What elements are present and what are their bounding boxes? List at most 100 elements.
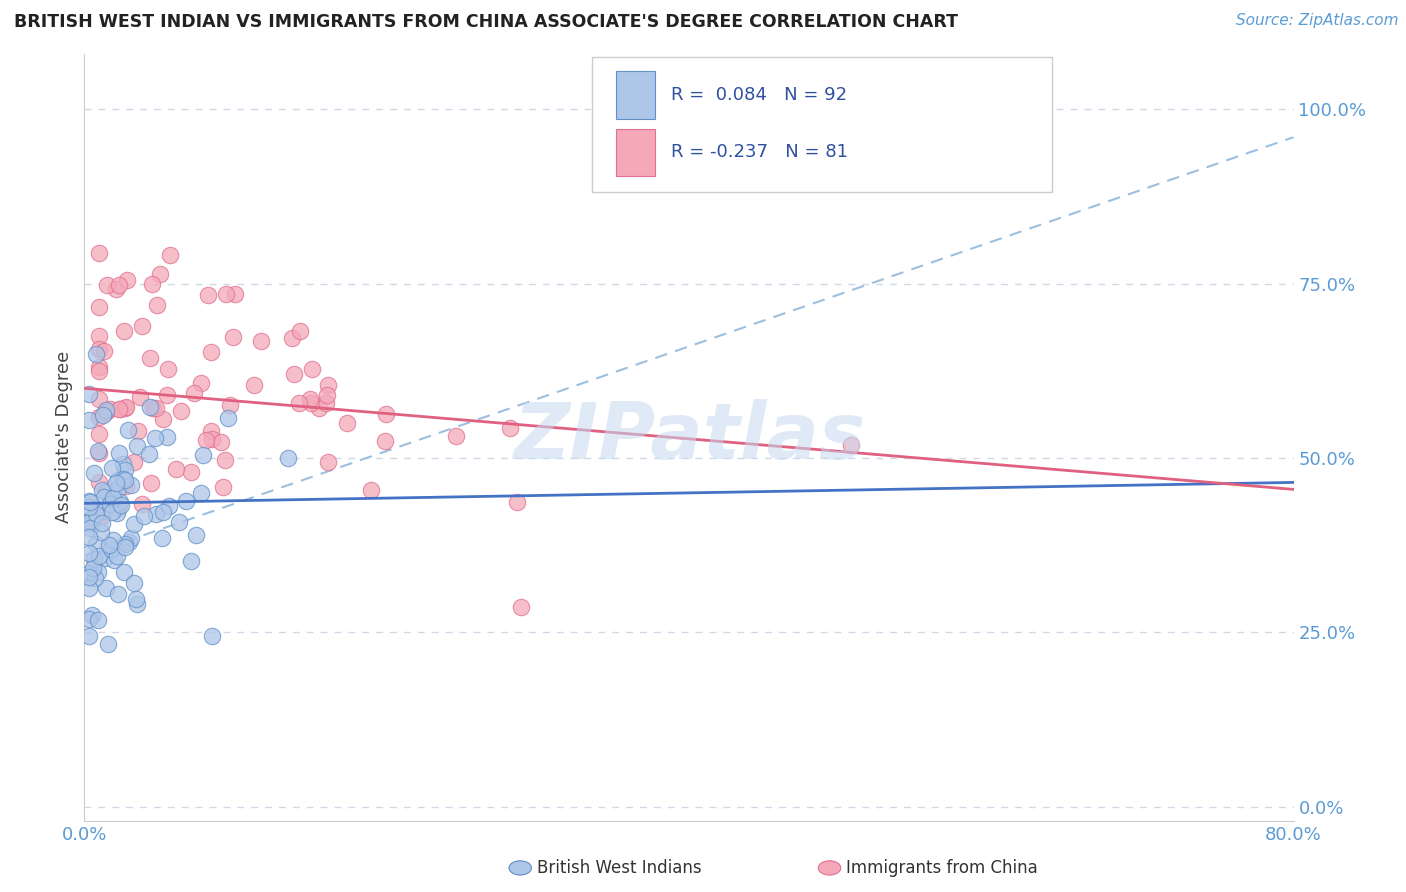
Point — [91, 483, 114, 498]
Point — [107, 482, 129, 496]
Point — [170, 403, 193, 417]
Point — [209, 434, 232, 449]
Point — [91, 516, 114, 530]
Point — [97, 637, 120, 651]
Point — [212, 480, 235, 494]
Point — [316, 378, 339, 392]
Point — [316, 388, 339, 402]
Point — [132, 509, 155, 524]
Point — [288, 324, 311, 338]
Point — [89, 328, 111, 343]
Point — [105, 282, 128, 296]
Point — [89, 364, 111, 378]
Point — [112, 324, 135, 338]
Point — [114, 566, 136, 580]
Point — [174, 493, 197, 508]
Point — [89, 475, 111, 489]
Point — [89, 300, 111, 314]
Point — [167, 515, 190, 529]
Point — [283, 367, 305, 381]
Point — [115, 479, 138, 493]
Point — [93, 490, 115, 504]
FancyBboxPatch shape — [616, 71, 655, 119]
Point — [444, 428, 467, 442]
Point — [112, 457, 135, 471]
Text: Source: ZipAtlas.com: Source: ZipAtlas.com — [1236, 13, 1399, 29]
Point — [94, 582, 117, 596]
Point — [89, 246, 111, 260]
Point — [120, 532, 142, 546]
Point — [360, 483, 382, 497]
Point — [148, 268, 170, 282]
Point — [336, 416, 359, 430]
Point — [152, 412, 174, 426]
Point — [84, 507, 107, 521]
Point — [108, 402, 131, 417]
Point — [79, 495, 101, 509]
Point — [127, 425, 149, 439]
Point — [94, 405, 117, 419]
Point — [145, 401, 167, 415]
Point — [89, 426, 111, 441]
Point — [214, 452, 236, 467]
Point — [200, 345, 222, 359]
Point — [375, 407, 398, 421]
Point — [77, 629, 100, 643]
Point — [82, 608, 104, 623]
Point — [77, 494, 100, 508]
Point — [97, 538, 120, 552]
Point — [94, 402, 117, 417]
Point — [195, 433, 218, 447]
Point — [82, 509, 104, 524]
Point — [98, 402, 121, 417]
Point — [77, 413, 100, 427]
Point — [103, 552, 125, 566]
Point — [127, 439, 149, 453]
Text: ZIPatlas: ZIPatlas — [513, 399, 865, 475]
Point — [107, 473, 129, 487]
Point — [89, 392, 111, 406]
Point — [146, 298, 169, 312]
Point — [215, 286, 238, 301]
Point — [242, 378, 264, 392]
Point — [143, 431, 166, 445]
Point — [131, 497, 153, 511]
Point — [114, 473, 136, 487]
Point — [374, 434, 396, 448]
Point — [139, 400, 162, 414]
Y-axis label: Associate's Degree: Associate's Degree — [55, 351, 73, 524]
Text: R = -0.237   N = 81: R = -0.237 N = 81 — [671, 144, 848, 161]
Point — [131, 319, 153, 334]
Point — [120, 478, 142, 492]
Point — [118, 534, 141, 549]
Point — [299, 396, 322, 410]
Point — [201, 433, 224, 447]
Point — [114, 400, 136, 414]
Point — [86, 565, 108, 579]
FancyBboxPatch shape — [616, 128, 655, 177]
Point — [298, 392, 321, 407]
Point — [190, 485, 212, 500]
Point — [157, 500, 180, 514]
Text: Immigrants from China: Immigrants from China — [846, 859, 1038, 877]
Point — [84, 347, 107, 361]
Point — [108, 277, 131, 292]
Point — [114, 401, 136, 415]
Point — [89, 445, 111, 459]
Point — [82, 561, 104, 575]
Text: British West Indians: British West Indians — [537, 859, 702, 877]
Point — [77, 612, 100, 626]
Point — [200, 424, 222, 438]
Point — [77, 516, 100, 531]
Point — [841, 438, 863, 452]
Point — [190, 376, 212, 390]
Point — [141, 277, 163, 292]
Point — [84, 537, 107, 551]
Point — [165, 462, 187, 476]
Point — [77, 569, 100, 583]
Point — [124, 576, 146, 591]
Point — [114, 537, 136, 551]
Point — [156, 361, 179, 376]
Point — [77, 386, 100, 401]
Point — [108, 495, 131, 509]
